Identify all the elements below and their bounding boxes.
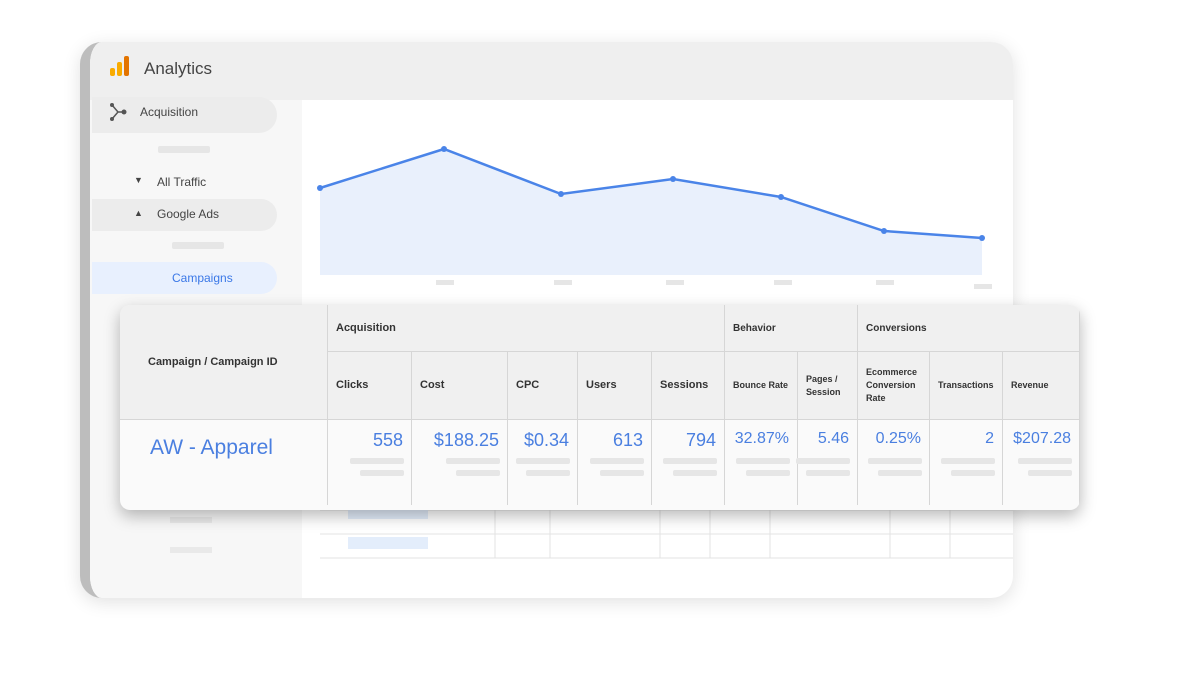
cell-value: $188.25 [412, 420, 508, 505]
column-header: Campaign / Campaign ID [120, 305, 328, 420]
column-header[interactable]: Users [578, 352, 652, 420]
app-title: Analytics [144, 59, 213, 78]
nav-arrow: ▼ [134, 175, 143, 185]
nav-icon [110, 103, 127, 121]
placeholder [796, 458, 850, 464]
placeholder [456, 470, 500, 476]
placeholder [360, 470, 404, 476]
placeholder [941, 458, 995, 464]
nav-label: Google Ads [157, 207, 220, 221]
campaign-name[interactable]: AW - Apparel [150, 436, 273, 459]
placeholder [1018, 458, 1072, 464]
placeholder [516, 458, 570, 464]
cell-value: 613 [578, 420, 652, 505]
cell-value: 0.25% [858, 420, 930, 505]
nav-label: Campaigns [172, 271, 233, 285]
placeholder [600, 470, 644, 476]
cell-value: 558 [328, 420, 412, 505]
placeholder [526, 470, 570, 476]
data-table: Campaign / Campaign ID Acquisition Clicks C… [120, 305, 1080, 510]
top-bar [90, 42, 1013, 100]
group-header: Behavior [725, 305, 858, 352]
cell-value: 2 [930, 420, 1003, 505]
nav-label: Acquisition [140, 105, 199, 119]
column-header[interactable]: CPC [508, 352, 578, 420]
cell-value: 794 [652, 420, 725, 505]
column-header[interactable]: Bounce Rate [725, 352, 798, 420]
column-header[interactable]: Ecommerce Conversion Rate [858, 352, 930, 420]
placeholder [663, 458, 717, 464]
nav-item[interactable] [92, 97, 277, 133]
column-header[interactable]: Transactions [930, 352, 1003, 420]
nav-label[interactable]: All Traffic [157, 175, 207, 189]
placeholder [746, 470, 790, 476]
column-header[interactable]: Revenue [1003, 352, 1080, 420]
placeholder [868, 458, 922, 464]
nav-item[interactable] [92, 262, 277, 294]
column-header[interactable]: Cost [412, 352, 508, 420]
cell-value: $207.28 [1003, 420, 1080, 505]
placeholder [590, 458, 644, 464]
placeholder [350, 458, 404, 464]
placeholder [1028, 470, 1072, 476]
nav-item[interactable] [92, 199, 277, 231]
logo [110, 56, 129, 76]
cell-value: 5.46 [798, 420, 858, 505]
placeholder [446, 458, 500, 464]
placeholder [878, 470, 922, 476]
cell-value: $0.34 [508, 420, 578, 505]
group-header: Acquisition [328, 305, 725, 352]
placeholder [806, 470, 850, 476]
cell-divider [327, 420, 328, 505]
column-header[interactable]: Pages / Session [798, 352, 858, 420]
placeholder [673, 470, 717, 476]
placeholder [951, 470, 995, 476]
placeholder [736, 458, 790, 464]
column-header[interactable]: Clicks [328, 352, 412, 420]
column-header[interactable]: Sessions [652, 352, 725, 420]
group-header: Conversions [858, 305, 1080, 352]
nav-arrow: ▲ [134, 208, 143, 218]
